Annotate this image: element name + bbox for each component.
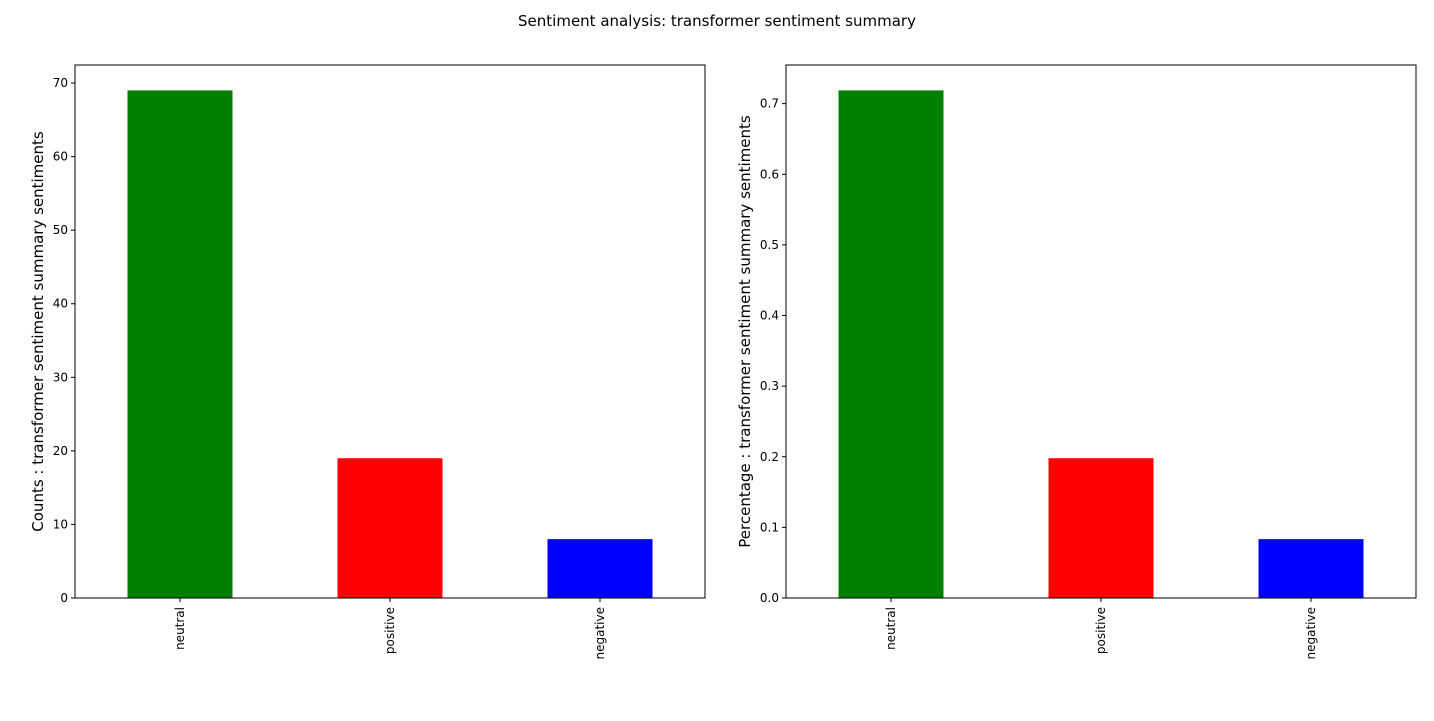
counts-ytick-label: 60 — [53, 150, 68, 164]
counts-ytick-label: 10 — [53, 517, 68, 531]
percentage-ytick-label: 0.3 — [760, 379, 779, 393]
percentage-ytick-label: 0.5 — [760, 238, 779, 252]
counts-chart-panel: neutral positive negative 0 10 20 30 40 50 60 70 Co… — [29, 64, 706, 659]
percentage-ylabel: Percentage : transformer sentiment summa… — [736, 115, 754, 548]
percentage-bar-negative — [1258, 539, 1364, 598]
counts-xtick-label: neutral — [173, 607, 187, 650]
counts-ytick-label: 30 — [53, 370, 68, 384]
percentage-ytick-label: 0.6 — [760, 167, 779, 181]
counts-bar-positive — [337, 458, 443, 598]
percentage-xtick-label: positive — [1094, 607, 1108, 654]
counts-ytick-label: 70 — [53, 76, 68, 90]
percentage-ytick-label: 0.0 — [760, 591, 779, 605]
percentage-ytick-label: 0.4 — [760, 309, 779, 323]
counts-bar-negative — [547, 539, 653, 598]
counts-axes-frame — [74, 64, 706, 599]
percentage-axes-frame — [785, 64, 1417, 599]
percentage-ytick-label: 0.2 — [760, 450, 779, 464]
percentage-xtick-label: neutral — [884, 607, 898, 650]
percentage-ytick-label: 0.1 — [760, 520, 779, 534]
percentage-bar-neutral — [838, 90, 944, 599]
counts-ytick-label: 50 — [53, 223, 68, 237]
counts-bar-neutral — [127, 90, 233, 598]
counts-ytick-label: 20 — [53, 444, 68, 458]
counts-ylabel: Counts : transformer sentiment summary s… — [29, 131, 47, 532]
percentage-bar-positive — [1048, 458, 1154, 598]
counts-ytick-label: 40 — [53, 297, 68, 311]
counts-ytick-label: 0 — [60, 591, 68, 605]
percentage-ytick-label: 0.7 — [760, 97, 779, 111]
figure-title: Sentiment analysis: transformer sentimen… — [518, 12, 916, 30]
percentage-xtick-label: negative — [1304, 607, 1318, 659]
counts-xtick-label: negative — [593, 607, 607, 659]
counts-xtick-label: positive — [383, 607, 397, 654]
percentage-chart-panel: neutral positive negative 0.0 0.1 0.2 0.3 0.4 0.… — [736, 64, 1417, 659]
